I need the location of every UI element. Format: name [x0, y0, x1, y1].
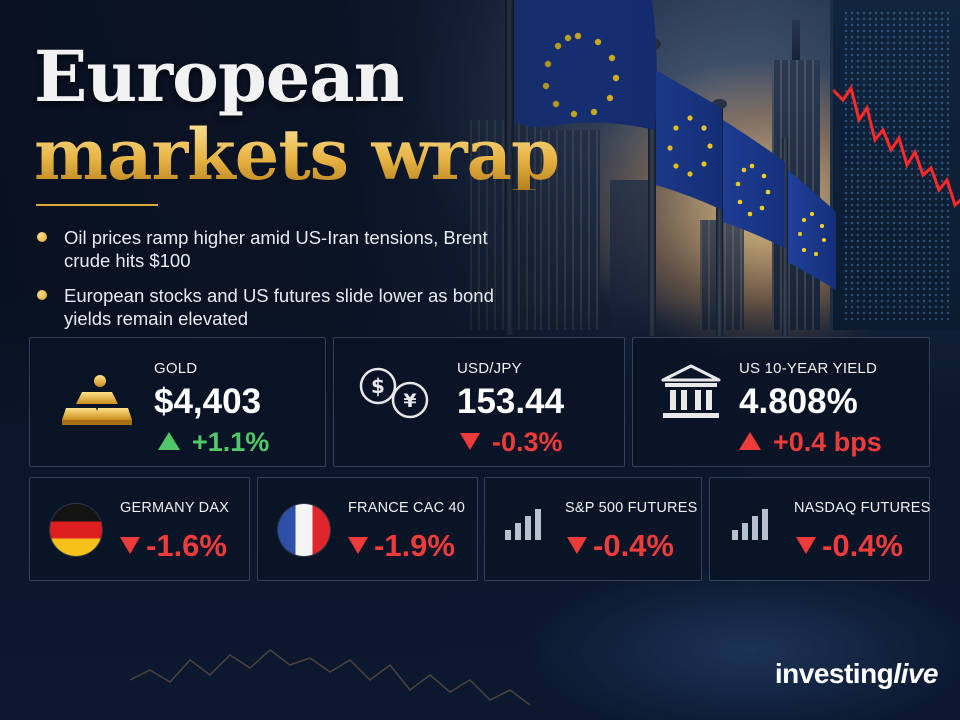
card-label: GOLD	[154, 360, 198, 377]
card-change: -0.3%	[460, 427, 563, 458]
bullet-item: Oil prices ramp higher amid US-Iran tens…	[34, 226, 514, 272]
title-line-2: markets wrap	[34, 113, 560, 196]
card-change-value: -1.9%	[374, 528, 455, 563]
card-sp500-futures: S&P 500 FUTURES -0.4%	[484, 477, 702, 581]
card-germany-dax: GERMANY DAX -1.6%	[29, 477, 250, 581]
card-value: $4,403	[154, 382, 262, 421]
card-change-value: -0.4%	[822, 528, 903, 563]
card-change-value: -0.4%	[593, 528, 674, 563]
arrow-up-icon	[158, 432, 180, 451]
title-divider	[36, 204, 158, 206]
card-label: NASDAQ FUTURES	[794, 500, 931, 516]
card-france-cac40: FRANCE CAC 40 -1.9%	[257, 477, 478, 581]
card-change-value: +0.4 bps	[773, 427, 882, 457]
card-label: S&P 500 FUTURES	[565, 500, 698, 516]
headline-bullets: Oil prices ramp higher amid US-Iran tens…	[34, 226, 514, 342]
germany-flag-icon	[50, 504, 102, 556]
gold-bars-icon	[62, 375, 132, 425]
card-change: +1.1%	[158, 427, 269, 458]
arrow-down-icon	[348, 537, 368, 555]
background-chart-icon	[130, 649, 530, 706]
card-label: US 10-YEAR YIELD	[739, 360, 877, 377]
card-change-value: +1.1%	[192, 427, 270, 457]
card-us-10y-yield: US 10-YEAR YIELD 4.808% +0.4 bps	[632, 337, 930, 467]
bullet-text: European stocks and US futures slide low…	[64, 285, 494, 329]
bullet-dot-icon	[37, 290, 47, 300]
france-flag-icon	[278, 504, 330, 556]
svg-text:$: $	[371, 374, 385, 398]
card-change: -0.4%	[567, 528, 674, 564]
card-value: 153.44	[457, 382, 565, 421]
page-title: European markets wrap	[34, 35, 560, 196]
signal-bars-icon	[732, 506, 770, 540]
card-change-value: -0.3%	[492, 427, 563, 457]
bullet-dot-icon	[37, 232, 47, 242]
bullet-item: European stocks and US futures slide low…	[34, 284, 514, 330]
arrow-up-icon	[739, 432, 761, 451]
card-change: -1.6%	[120, 528, 227, 564]
card-gold: GOLD $4,403 +1.1%	[29, 337, 326, 467]
logo-part-investing: investing	[774, 658, 894, 689]
card-change: -1.9%	[348, 528, 455, 564]
card-label: USD/JPY	[457, 360, 522, 377]
card-nasdaq-futures: NASDAQ FUTURES -0.4%	[709, 477, 930, 581]
card-change-value: -1.6%	[146, 528, 227, 563]
logo-part-live: live	[893, 658, 938, 689]
arrow-down-icon	[460, 433, 480, 451]
map-glow	[520, 560, 960, 720]
currency-exchange-icon: $ ¥	[359, 367, 429, 419]
card-usd-jpy: $ ¥ USD/JPY 153.44 -0.3%	[333, 337, 625, 467]
card-label: GERMANY DAX	[120, 500, 230, 516]
arrow-down-icon	[120, 537, 140, 555]
card-change: -0.4%	[796, 528, 903, 564]
arrow-down-icon	[567, 537, 587, 555]
svg-text:¥: ¥	[403, 390, 416, 412]
signal-bars-icon	[505, 506, 543, 540]
bullet-text: Oil prices ramp higher amid US-Iran tens…	[64, 227, 488, 271]
arrow-down-icon	[796, 537, 816, 555]
card-label: FRANCE CAC 40	[348, 500, 466, 516]
card-change: +0.4 bps	[739, 427, 882, 458]
bank-building-icon	[661, 364, 721, 418]
card-value: 4.808%	[739, 382, 858, 421]
title-line-1: European	[34, 35, 405, 118]
investinglive-logo: investinglive	[774, 658, 939, 690]
